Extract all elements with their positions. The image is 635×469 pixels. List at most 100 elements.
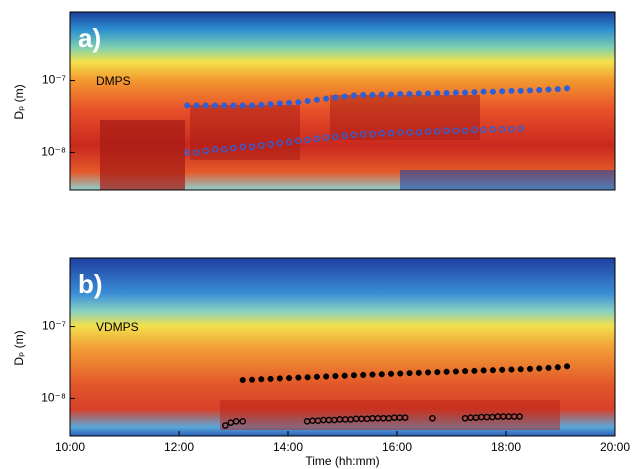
data-point [517, 87, 524, 94]
instrument-label: DMPS [96, 74, 131, 88]
data-point [239, 377, 246, 384]
data-point [424, 128, 432, 135]
data-point [452, 89, 459, 96]
data-point [387, 91, 395, 98]
data-point [471, 367, 478, 374]
data-point [285, 138, 293, 146]
data-point [258, 101, 265, 108]
data-point [295, 99, 302, 106]
data-point [193, 102, 200, 109]
data-point [304, 136, 311, 144]
data-point [508, 125, 515, 133]
data-point [332, 133, 339, 141]
data-point [499, 88, 506, 95]
instrument-label: VDMPS [96, 320, 139, 334]
data-point [323, 95, 330, 102]
data-point [452, 127, 460, 135]
data-point [387, 129, 395, 137]
data-point [443, 368, 450, 375]
data-point [429, 414, 436, 422]
data-point [516, 413, 523, 420]
data-point [397, 90, 404, 98]
data-point [563, 363, 571, 370]
data-point [462, 368, 469, 375]
data-point [434, 369, 441, 376]
data-point [378, 129, 386, 137]
data-point [257, 142, 265, 149]
data-point [221, 102, 228, 109]
data-point [230, 144, 237, 152]
data-point [536, 365, 543, 372]
data-point [480, 88, 487, 95]
data-point [480, 126, 487, 134]
data-point [239, 102, 246, 109]
data-point [526, 87, 534, 94]
data-point [202, 147, 210, 155]
x-axis-label: Time (hh:mm) [305, 454, 379, 468]
data-point [360, 371, 367, 379]
data-point [545, 86, 552, 93]
data-point [387, 370, 395, 377]
data-point [425, 369, 432, 376]
data-point [239, 418, 247, 425]
heatmap-patch [400, 170, 615, 190]
data-point [369, 130, 376, 138]
data-point [360, 91, 367, 99]
data-point [313, 135, 321, 143]
data-point [406, 370, 413, 377]
data-point [499, 366, 506, 373]
y-axis-label: Dₚ (m) [12, 84, 26, 119]
data-point [461, 127, 469, 135]
data-point [545, 364, 552, 371]
y-tick-label: 10⁻⁷ [42, 319, 66, 333]
data-point [396, 129, 404, 136]
data-point [184, 102, 191, 109]
data-point [434, 90, 441, 97]
data-point [434, 128, 441, 135]
data-point [498, 125, 506, 133]
data-point [313, 96, 320, 103]
data-point [248, 143, 256, 151]
x-tick-label: 10:00 [55, 440, 85, 454]
data-point [211, 102, 219, 109]
data-point [489, 367, 496, 374]
data-point [230, 102, 237, 109]
data-point [304, 374, 311, 381]
data-point [489, 125, 497, 133]
x-tick-label: 16:00 [382, 440, 412, 454]
data-point [508, 87, 515, 94]
heatmap-patch [100, 120, 185, 190]
heatmap-patch [220, 400, 560, 430]
data-point [276, 375, 283, 382]
data-point [526, 365, 534, 372]
data-point [471, 126, 478, 134]
data-point [536, 86, 543, 94]
data-point [406, 90, 413, 98]
data-point [295, 374, 302, 381]
data-point [508, 366, 515, 373]
data-point [267, 140, 274, 148]
data-point [554, 364, 561, 371]
data-point [415, 369, 422, 376]
plot-layer: 10⁻⁸ 10⁻⁷ a) DMPS Dₚ (m) 10⁻⁸ 10⁻⁷ 10:00 12:00 14… [12, 11, 630, 468]
data-point [397, 370, 404, 377]
data-point [443, 90, 450, 97]
panel-label: a) [78, 23, 101, 53]
data-point [332, 94, 339, 101]
data-point [350, 131, 358, 139]
data-point [220, 146, 228, 153]
panel-label: b) [78, 269, 103, 299]
heatmap-patch [190, 105, 300, 160]
data-point [267, 375, 274, 382]
data-point [211, 146, 219, 153]
data-point [401, 414, 409, 421]
data-point [248, 376, 256, 383]
data-point [489, 88, 496, 95]
data-point [452, 368, 459, 375]
data-point [443, 127, 450, 135]
data-point [517, 366, 524, 373]
data-point [517, 125, 525, 132]
data-point [332, 372, 339, 380]
plot-frame [69, 11, 616, 191]
data-point [406, 129, 413, 136]
